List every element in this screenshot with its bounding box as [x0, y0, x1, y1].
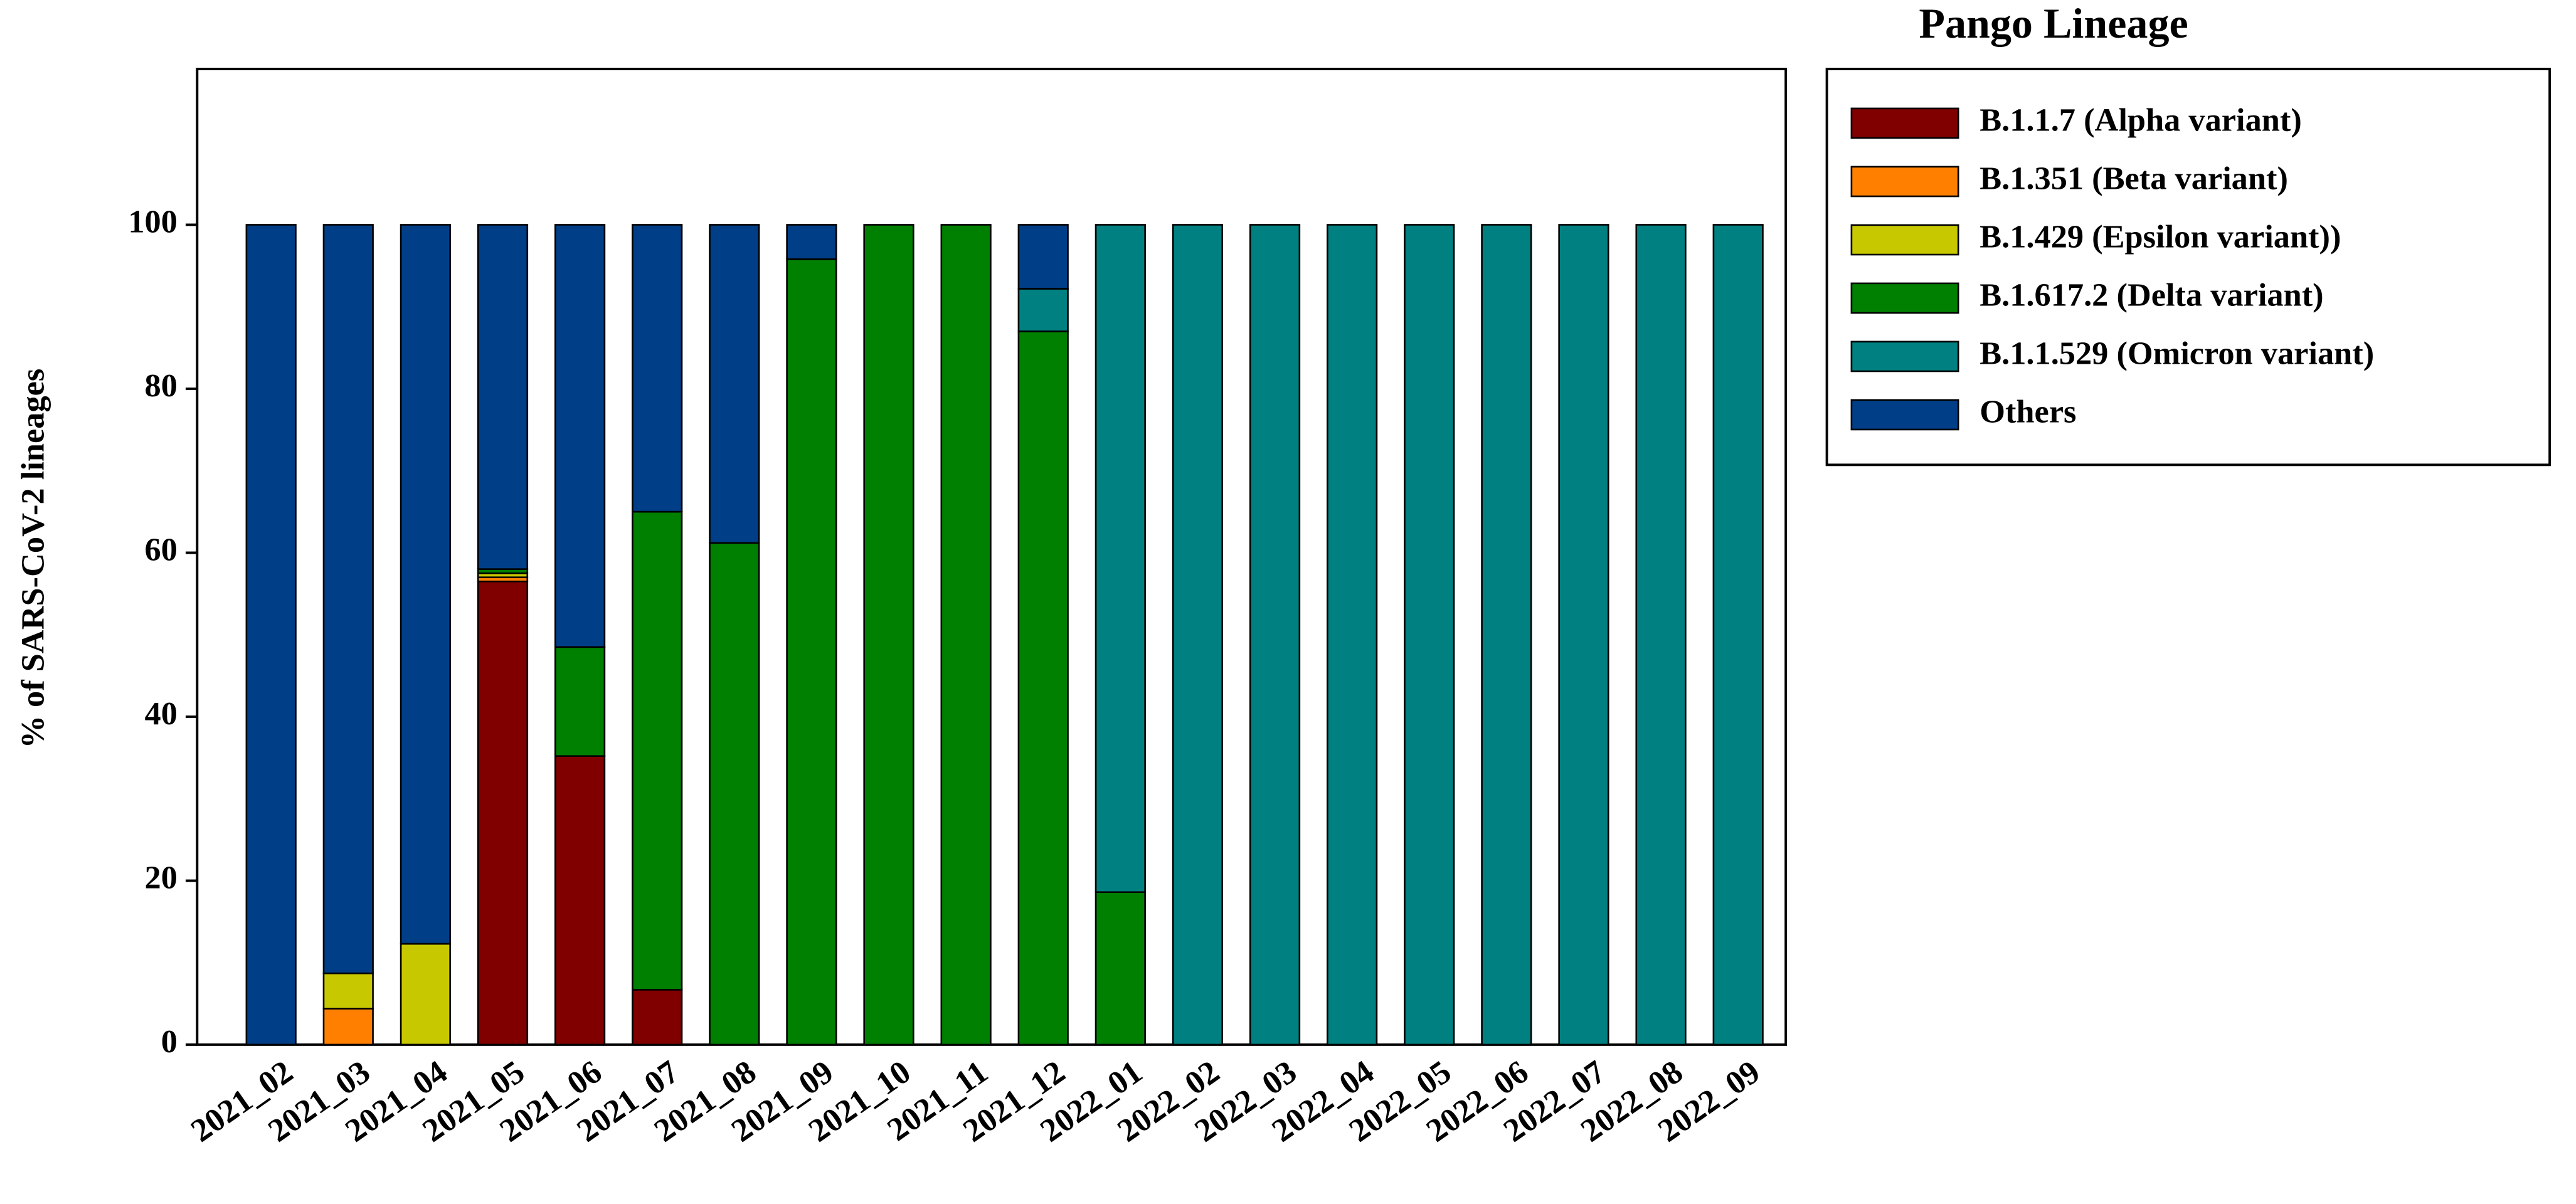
bar-segment — [322, 972, 374, 1010]
bar-segment — [1095, 891, 1146, 1046]
legend-swatch — [1850, 166, 1959, 198]
y-axis-label: % of SARS-CoV-2 lineages — [15, 369, 51, 749]
bar-segment — [632, 224, 683, 513]
legend-title: Pango Lineage — [1919, 0, 2188, 47]
bar-segment — [1095, 224, 1146, 894]
bar-segment — [709, 224, 760, 544]
legend-label: B.1.429 (Epsilon variant)) — [1980, 218, 2341, 255]
bar-segment — [477, 580, 529, 1046]
bar-segment — [632, 510, 683, 991]
y-tick-label: 40 — [145, 695, 178, 732]
bar-segment — [1404, 224, 1455, 1046]
legend-label: Others — [1980, 393, 2076, 430]
legend-swatch — [1850, 341, 1959, 372]
bar-segment — [322, 224, 374, 974]
bar-segment — [245, 224, 297, 1046]
legend-label: B.1.1.529 (Omicron variant) — [1980, 335, 2374, 371]
y-tick-label: 0 — [161, 1023, 178, 1060]
bar-segment — [786, 258, 837, 1046]
legend-label: B.1.351 (Beta variant) — [1980, 160, 2288, 196]
legend-label: B.1.617.2 (Delta variant) — [1980, 277, 2323, 313]
bar-segment — [940, 224, 992, 1046]
bar-segment — [400, 224, 451, 945]
bar-segment — [632, 988, 683, 1046]
bar-segment — [709, 542, 760, 1046]
y-tick-label: 100 — [128, 203, 178, 240]
legend-swatch — [1850, 224, 1959, 256]
bar-segment — [1327, 224, 1378, 1046]
bar-segment — [863, 224, 914, 1046]
bar-segment — [400, 943, 451, 1046]
bar-segment — [1017, 288, 1069, 332]
bar-segment — [1635, 224, 1687, 1046]
bar-segment — [1558, 224, 1609, 1046]
bar-segment — [1017, 224, 1069, 290]
bar-segment — [322, 1008, 374, 1046]
bar-segment — [1481, 224, 1532, 1046]
y-tick-label: 20 — [145, 859, 178, 895]
bar-segment — [554, 646, 606, 757]
bar-segment — [1249, 224, 1301, 1046]
bar-segment — [786, 224, 837, 260]
bar-segment — [477, 224, 529, 570]
bar-segment — [554, 224, 606, 648]
bar-segment — [1017, 330, 1069, 1046]
legend-swatch — [1850, 282, 1959, 314]
legend-label: B.1.1.7 (Alpha variant) — [1980, 102, 2302, 139]
legend-frame — [1825, 68, 2552, 467]
y-tick-label: 60 — [145, 531, 178, 568]
legend-swatch — [1850, 399, 1959, 431]
bar-segment — [554, 755, 606, 1046]
bar-segment — [1172, 224, 1224, 1046]
bar-segment — [1712, 224, 1764, 1046]
legend-swatch — [1850, 107, 1959, 139]
y-tick-label: 80 — [145, 367, 178, 404]
